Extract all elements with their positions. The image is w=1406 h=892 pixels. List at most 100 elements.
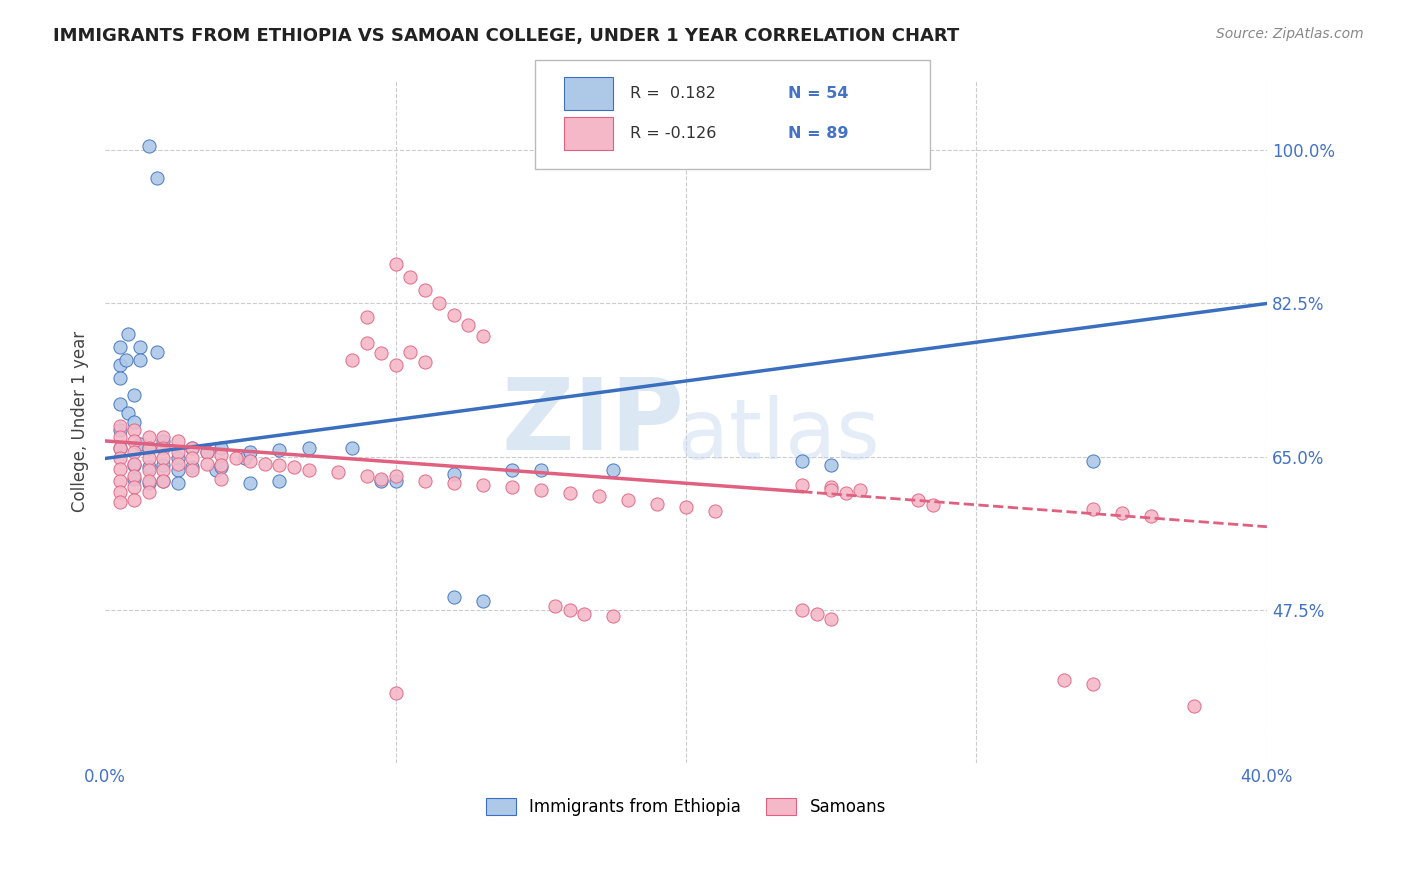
Point: [138, 441, 160, 455]
Point: [152, 451, 174, 466]
Point: [138, 451, 160, 466]
Point: [820, 483, 842, 497]
Point: [370, 472, 392, 486]
Point: [233, 451, 256, 466]
Point: [602, 609, 624, 624]
Point: [384, 257, 406, 271]
Point: [108, 419, 131, 434]
Point: [1081, 502, 1104, 516]
Point: [138, 463, 160, 477]
Point: [122, 480, 145, 494]
Point: [356, 469, 378, 483]
Point: [108, 397, 131, 411]
Point: [530, 483, 553, 497]
Point: [675, 500, 697, 515]
Point: [269, 442, 291, 457]
Point: [209, 441, 232, 455]
Point: [471, 594, 494, 608]
Point: [108, 484, 131, 499]
Point: [122, 469, 145, 483]
Point: [501, 463, 523, 477]
Point: [129, 436, 152, 450]
Point: [122, 493, 145, 508]
Point: [530, 463, 553, 477]
Point: [146, 344, 169, 359]
Point: [820, 612, 842, 626]
Point: [384, 358, 406, 372]
Point: [152, 434, 174, 448]
Point: [239, 454, 262, 468]
Point: [413, 283, 436, 297]
Point: [129, 353, 152, 368]
Point: [209, 458, 232, 473]
Point: [269, 458, 291, 473]
Point: [370, 346, 392, 360]
Point: [792, 454, 814, 468]
Point: [1182, 699, 1205, 714]
Point: [297, 463, 319, 477]
Point: [1081, 454, 1104, 468]
FancyBboxPatch shape: [564, 117, 613, 150]
Point: [399, 270, 422, 285]
Point: [108, 371, 131, 385]
Point: [443, 467, 465, 482]
Point: [443, 475, 465, 490]
Text: N = 54: N = 54: [789, 86, 849, 101]
Point: [370, 474, 392, 488]
Point: [166, 451, 188, 466]
Point: [122, 472, 145, 486]
Point: [152, 474, 174, 488]
Point: [108, 462, 131, 476]
Point: [138, 441, 160, 455]
Point: [114, 353, 136, 368]
Point: [152, 458, 174, 473]
Text: atlas: atlas: [678, 395, 880, 475]
Point: [195, 457, 218, 471]
Point: [356, 310, 378, 324]
Point: [122, 458, 145, 473]
Point: [704, 504, 727, 518]
Point: [399, 344, 422, 359]
Point: [122, 445, 145, 459]
Point: [166, 445, 188, 459]
Point: [602, 463, 624, 477]
Point: [152, 474, 174, 488]
Point: [806, 607, 828, 622]
Point: [138, 139, 160, 153]
Point: [108, 424, 131, 438]
Point: [122, 434, 145, 448]
Y-axis label: College, Under 1 year: College, Under 1 year: [72, 331, 89, 512]
Text: ZIP: ZIP: [502, 373, 685, 470]
Point: [645, 497, 668, 511]
Point: [340, 441, 363, 455]
Point: [269, 474, 291, 488]
Point: [204, 463, 226, 477]
Point: [297, 441, 319, 455]
Point: [117, 327, 139, 342]
Point: [1081, 677, 1104, 691]
Point: [326, 466, 349, 480]
Point: [117, 406, 139, 420]
Point: [108, 441, 131, 455]
Point: [146, 171, 169, 186]
Point: [209, 448, 232, 462]
Point: [166, 463, 188, 477]
Point: [138, 484, 160, 499]
Point: [457, 318, 479, 333]
Point: [166, 457, 188, 471]
Point: [907, 493, 929, 508]
Text: IMMIGRANTS FROM ETHIOPIA VS SAMOAN COLLEGE, UNDER 1 YEAR CORRELATION CHART: IMMIGRANTS FROM ETHIOPIA VS SAMOAN COLLE…: [53, 27, 960, 45]
Point: [384, 474, 406, 488]
Text: Source: ZipAtlas.com: Source: ZipAtlas.com: [1216, 27, 1364, 41]
Point: [820, 480, 842, 494]
Point: [122, 424, 145, 438]
Point: [1139, 509, 1161, 524]
Point: [471, 329, 494, 343]
Point: [253, 457, 276, 471]
Point: [384, 686, 406, 700]
Point: [1052, 673, 1074, 687]
Point: [152, 430, 174, 444]
Point: [558, 486, 581, 500]
Point: [225, 451, 247, 466]
Point: [792, 477, 814, 491]
